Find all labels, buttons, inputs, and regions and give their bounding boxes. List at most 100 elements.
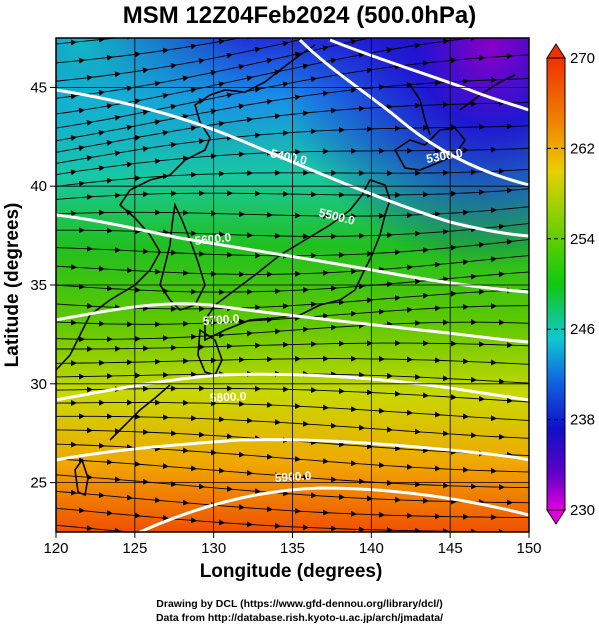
streamline-arrow (226, 92, 233, 99)
streamline-arrow (98, 89, 105, 96)
colorbar-ticks: 270 262 254 246 238 230 (547, 50, 595, 519)
streamline-arrow (70, 93, 77, 100)
contour-label-5700: 5700.0 (202, 311, 240, 328)
streamline-arrow (266, 98, 273, 105)
streamline-arrow (154, 158, 161, 165)
streamline (56, 222, 529, 237)
contour-line-5700 (56, 372, 529, 402)
contour-line-5400 (56, 88, 529, 238)
streamline-arrow (239, 21, 244, 22)
streamline-arrow (322, 90, 329, 97)
streamline-arrow (182, 75, 189, 82)
streamline-arrow (134, 98, 141, 105)
streamline-arrow (78, 180, 85, 187)
streamline-arrow (170, 141, 177, 148)
colorbar-tick-label: 262 (570, 140, 595, 157)
streamline-arrow (98, 165, 105, 172)
streamline-arrow (350, 38, 357, 45)
streamline-arrow (282, 40, 289, 47)
x-tick-label: 125 (122, 540, 147, 557)
contour-line-5300-ne (329, 38, 529, 112)
streamline-arrow (266, 57, 273, 64)
streamline-arrow (246, 75, 253, 82)
y-tick-label: 30 (30, 376, 47, 393)
streamline-arrow (491, 15, 496, 16)
streamline-arrow (106, 54, 113, 61)
streamline (56, 38, 310, 82)
streamline-arrow (238, 63, 245, 70)
streamline-arrow (506, 238, 513, 245)
streamline-arrow (423, 10, 428, 11)
streamline-arrow (142, 146, 149, 152)
streamline-arrow (198, 98, 205, 105)
x-axis-title: Longitude (degrees) (200, 561, 383, 582)
streamline-arrow (106, 103, 113, 110)
streamline-arrow (218, 38, 225, 45)
streamline-arrow (98, 38, 105, 43)
streamline-arrow (86, 155, 93, 162)
streamline-arrow (126, 161, 133, 168)
streamline-arrow (499, 34, 504, 35)
x-tick-label: 140 (359, 540, 384, 557)
credit-data: Data from http://database.rish.kyoto-u.a… (155, 612, 444, 624)
contour-label-5600: 5600.0 (194, 230, 232, 248)
contour-label-5800: 5800.0 (209, 389, 247, 405)
streamline-arrow (310, 38, 317, 41)
streamline-arrow (238, 103, 245, 110)
streamline-arrow (254, 46, 261, 53)
x-axis: 120 125 130 135 140 145 150 (43, 532, 542, 557)
colorbar-tick-label: 246 (570, 321, 595, 338)
colorbar-tick-label: 270 (570, 50, 595, 67)
streamline-arrow (331, 17, 336, 18)
streamline-arrow (303, 24, 308, 25)
credit-drawing: Drawing by DCL (https://www.gfd-dennou.o… (156, 598, 443, 610)
streamline-arrow (294, 94, 301, 101)
streamline-arrow (78, 145, 85, 152)
streamline-arrow (182, 113, 189, 120)
streamline-arrow (254, 86, 261, 93)
colorbar-tick-label: 230 (570, 502, 595, 519)
streamline-arrow (282, 81, 289, 88)
streamline-arrow (218, 120, 225, 127)
streamline-arrow (274, 113, 281, 120)
colorbar-body (546, 57, 566, 511)
colorbar-tick-label: 254 (570, 231, 595, 248)
streamline-arrow (407, 29, 412, 30)
streamline (56, 168, 529, 187)
streamline-arrow (323, 4, 328, 5)
streamline-arrow (162, 47, 169, 54)
streamline-arrow (190, 125, 197, 132)
streamline-arrow (190, 43, 197, 50)
streamline-arrow (114, 150, 121, 157)
streamline-arrow (78, 107, 85, 114)
streamline-arrow (226, 52, 233, 59)
contour-line-5300 (298, 38, 529, 187)
streamline-arrow (463, 19, 468, 20)
coastline-japan-hokkaido (393, 127, 466, 171)
contour-line-5800 (56, 438, 529, 462)
page-title: MSM 12Z04Feb2024 (500.0hPa) (122, 2, 477, 29)
contour-label-5900: 5900.0 (274, 468, 312, 485)
streamline-arrow (155, 33, 160, 34)
streamline-arrow (86, 119, 93, 126)
streamline-arrow (422, 60, 429, 67)
streamline-arrow (162, 129, 169, 136)
streamline-arrow (414, 42, 421, 49)
contour-labels: 5300.0 5400.0 5500.0 5600.0 5700.0 5800.… (194, 146, 464, 485)
streamline-arrow (183, 29, 188, 30)
streamline-arrow (310, 76, 317, 83)
x-tick-label: 145 (438, 540, 463, 557)
streamlines (56, 4, 529, 532)
streamline-arrow (211, 25, 216, 26)
streamline-arrow (386, 47, 393, 54)
streamline-arrow (106, 140, 113, 146)
contour-line-5500 (56, 213, 529, 294)
streamline-arrow (142, 67, 149, 74)
streamline-arrow (350, 87, 357, 94)
streamline-arrow (367, 23, 372, 24)
streamline-arrow (246, 38, 253, 40)
streamline-arrow (490, 256, 497, 263)
streamline (56, 38, 242, 64)
colorbar-tick-label: 238 (570, 412, 595, 429)
colorbar-bottom-arrow (546, 509, 566, 525)
